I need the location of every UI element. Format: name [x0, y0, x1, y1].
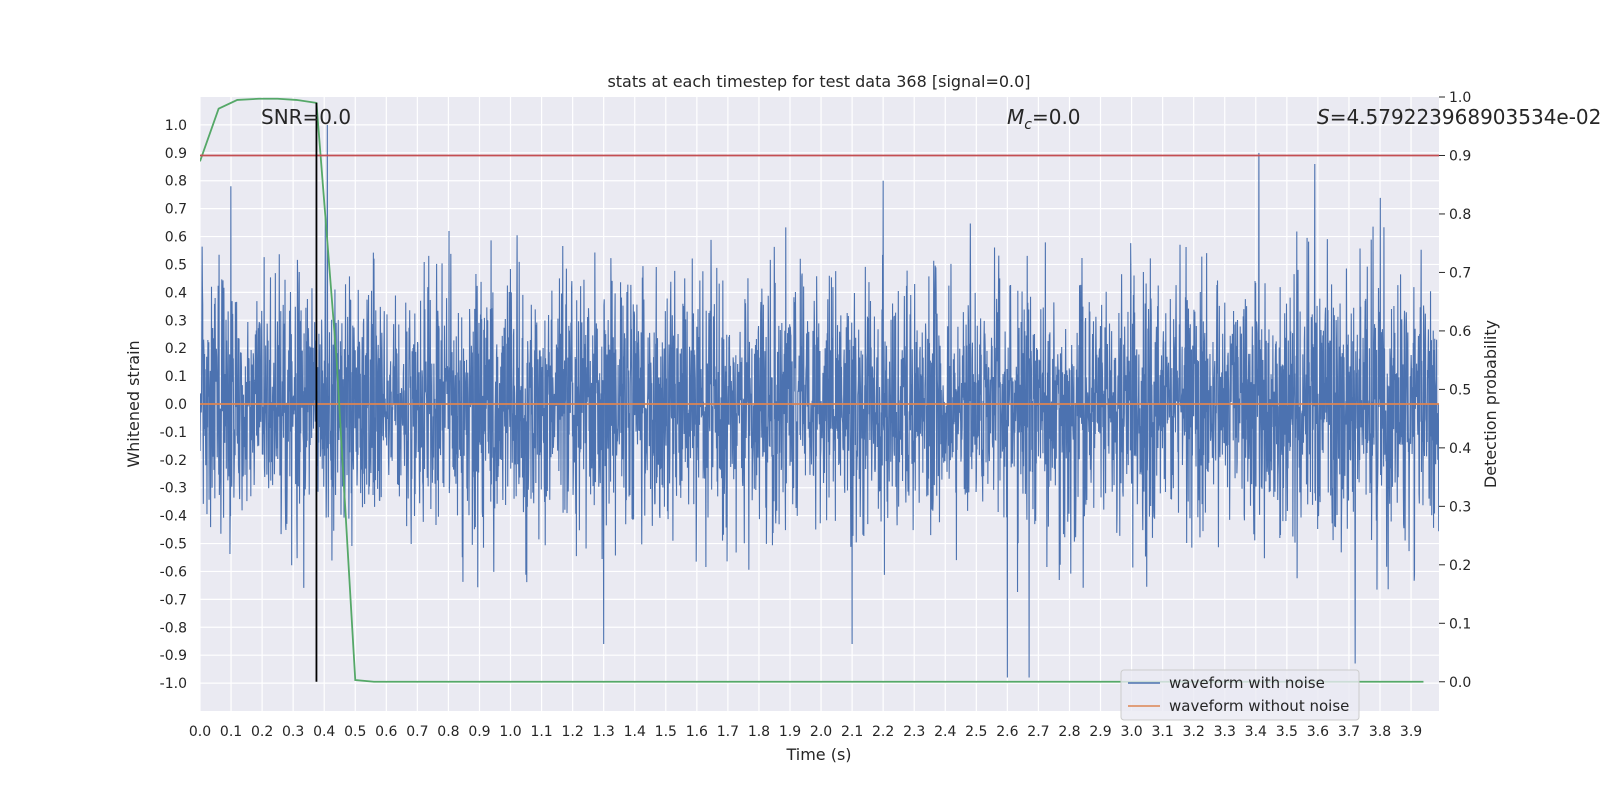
x-tick-label: 3.6	[1307, 724, 1329, 740]
y-tick-label: -0.5	[160, 537, 187, 553]
y2-tick-label: 0.5	[1449, 382, 1471, 398]
x-tick-label: 2.8	[1058, 724, 1080, 740]
y-tick-label: 0.0	[165, 397, 187, 413]
x-tick-label: 2.0	[810, 724, 832, 740]
x-tick-label: 0.8	[437, 724, 459, 740]
y-axis-label: Whitened strain	[124, 340, 143, 467]
x-tick-label: 1.8	[748, 724, 770, 740]
y2-axis-label: Detection probability	[1481, 320, 1500, 488]
mc-annotation: Mc=0.0	[1007, 105, 1081, 133]
y-tick-label: 0.6	[165, 230, 187, 246]
x-tick-label: 2.5	[965, 724, 987, 740]
x-tick-label: 2.4	[934, 724, 956, 740]
x-axis-label: Time (s)	[785, 745, 851, 764]
s-annotation: S=4.579223968903534e-02	[1317, 105, 1600, 129]
x-tick-label: 2.6	[996, 724, 1018, 740]
y-tick-label: 0.1	[165, 369, 187, 385]
series-waveform-with-noise	[200, 124, 1439, 678]
legend-box	[1120, 669, 1360, 721]
snr-annotation: SNR=0.0	[261, 105, 351, 129]
plot-area	[200, 97, 1439, 683]
y-tick-label: -0.7	[160, 592, 187, 608]
x-tick-label: 0.5	[344, 724, 366, 740]
x-tick-label: 1.3	[593, 724, 615, 740]
y2-tick-label: 0.7	[1449, 265, 1471, 281]
x-tick-label: 3.9	[1400, 724, 1422, 740]
x-tick-label: 3.8	[1369, 724, 1391, 740]
x-tick-label: 1.7	[717, 724, 739, 740]
mc-symbol: M	[1007, 105, 1024, 129]
x-tick-label: 1.0	[499, 724, 521, 740]
mc-value: =0.0	[1032, 105, 1081, 129]
y-tick-label: -0.3	[160, 481, 187, 497]
legend-label-clean: waveform without noise	[1169, 697, 1349, 715]
y-tick-label: -0.6	[160, 564, 187, 580]
y-tick-label: -0.2	[160, 453, 187, 469]
y-tick-label: -0.4	[160, 509, 187, 525]
x-tick-label: 3.3	[1214, 724, 1236, 740]
x-tick-label: 3.4	[1245, 724, 1267, 740]
x-tick-label: 1.2	[561, 724, 583, 740]
y2-tick-label: 0.2	[1449, 558, 1471, 574]
x-tick-label: 1.9	[779, 724, 801, 740]
y-tick-label: 0.3	[165, 313, 187, 329]
x-tick-label: 1.4	[624, 724, 646, 740]
x-tick-label: 0.9	[468, 724, 490, 740]
s-symbol: S	[1317, 105, 1330, 129]
series-2	[200, 97, 1424, 683]
y2-tick-labels: 1.0 0.9 0.8 0.7 0.6 0.5 0.4 0.3 0.2 0.1 0.0	[1439, 90, 1471, 691]
y2-tick-label: 0.1	[1449, 616, 1471, 632]
y2-tick-label: 0.0	[1449, 675, 1471, 691]
y2-tick-label: 0.4	[1449, 441, 1471, 457]
x-tick-label: 3.5	[1276, 724, 1298, 740]
x-tick-label: 0.7	[406, 724, 428, 740]
x-tick-label: 3.0	[1120, 724, 1142, 740]
y2-tick-label: 0.6	[1449, 324, 1471, 340]
y-tick-label: -0.8	[160, 620, 187, 636]
x-tick-label: 1.6	[686, 724, 708, 740]
y-tick-label: -0.1	[160, 425, 187, 441]
x-tick-label: 2.3	[903, 724, 925, 740]
x-tick-label: 2.1	[841, 724, 863, 740]
y2-tick-label: 0.8	[1449, 207, 1471, 223]
x-tick-label: 2.9	[1089, 724, 1111, 740]
legend-label-noise: waveform with noise	[1169, 674, 1325, 692]
y2-tick-label: 1.0	[1449, 90, 1471, 106]
legend: waveform with noise waveform without noi…	[1120, 669, 1360, 721]
x-tick-labels: 0.0 0.1 0.2 0.3 0.4 0.5 0.6 0.7 0.8 0.9 1.0 1.1 1.2 1…	[189, 724, 1422, 740]
y-tick-labels: 1.0 0.9 0.8 0.7 0.6 0.5 0.4 0.3 0.2 0.1 0.0 -0.1 -0.…	[160, 118, 187, 692]
y-tick-label: 0.2	[165, 341, 187, 357]
y-tick-label: 0.9	[165, 146, 187, 162]
mc-subscript: c	[1024, 117, 1032, 133]
x-tick-label: 1.1	[530, 724, 552, 740]
x-tick-label: 0.6	[375, 724, 397, 740]
x-tick-label: 3.2	[1183, 724, 1205, 740]
x-tick-label: 0.4	[313, 724, 335, 740]
x-tick-label: 2.2	[872, 724, 894, 740]
x-tick-label: 0.2	[251, 724, 273, 740]
y-tick-label: 0.8	[165, 174, 187, 190]
y-tick-label: 0.5	[165, 257, 187, 273]
y-tick-label: 0.4	[165, 285, 187, 301]
y2-tick-label: 0.3	[1449, 499, 1471, 515]
x-tick-label: 3.1	[1151, 724, 1173, 740]
x-tick-label: 3.7	[1338, 724, 1360, 740]
y2-tick-label: 0.9	[1449, 148, 1471, 164]
y-tick-label: 0.7	[165, 202, 187, 218]
x-tick-label: 1.5	[655, 724, 677, 740]
x-tick-label: 2.7	[1027, 724, 1049, 740]
y-tick-label: -1.0	[160, 676, 187, 692]
x-tick-label: 0.3	[282, 724, 304, 740]
chart-title: stats at each timestep for test data 368…	[607, 72, 1030, 91]
y-tick-label: -0.9	[160, 648, 187, 664]
s-value: =4.579223968903534e-02	[1330, 105, 1600, 129]
x-tick-label: 0.0	[189, 724, 211, 740]
x-tick-label: 0.1	[220, 724, 242, 740]
y-tick-label: 1.0	[165, 118, 187, 134]
